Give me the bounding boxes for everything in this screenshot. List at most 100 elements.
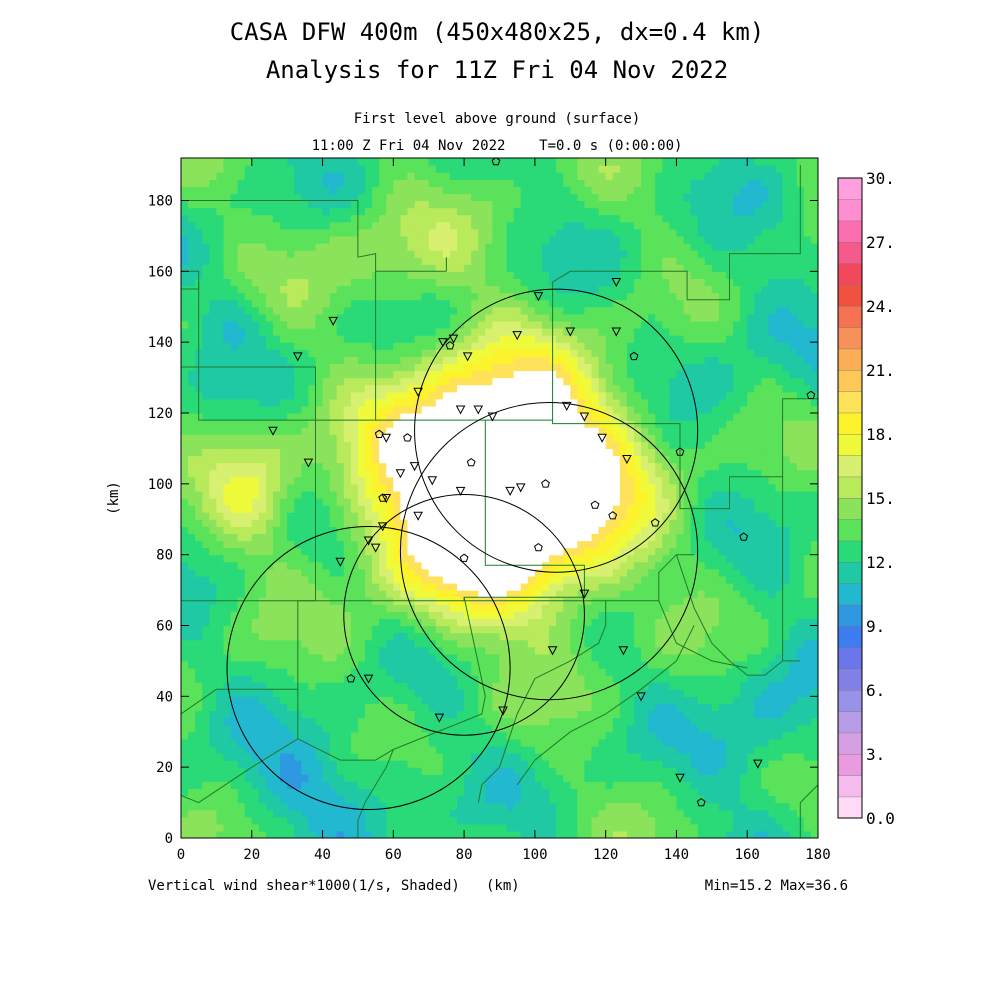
station-pentagon-marker	[541, 479, 550, 488]
colorbar-swatch	[837, 433, 863, 456]
station-triangle-marker	[512, 331, 523, 341]
colorbar-swatch	[837, 348, 863, 371]
station-triangle-marker	[381, 433, 392, 443]
station-triangle-marker	[413, 511, 423, 521]
colorbar-swatch	[837, 775, 863, 798]
station-pentagon-marker	[534, 542, 543, 552]
colorbar-label: 12.	[866, 553, 895, 572]
colorbar-swatch	[837, 796, 863, 819]
station-triangle-marker	[579, 412, 590, 422]
station-triangle-marker	[427, 476, 438, 486]
shear-field	[181, 158, 818, 838]
x-tick-label: 180	[805, 847, 830, 863]
colorbar-swatch	[837, 476, 863, 499]
station-triangle-marker	[515, 483, 526, 493]
station-triangle-marker	[363, 536, 374, 546]
colorbar-label: 30.	[866, 169, 895, 188]
county-line	[552, 398, 818, 510]
station-triangle-marker	[434, 713, 445, 723]
radar-ring	[343, 494, 585, 736]
plot-frame	[180, 157, 819, 839]
station-triangle-marker	[753, 759, 763, 769]
colorbar-swatch	[837, 497, 863, 520]
radar-ring	[414, 288, 699, 573]
station-triangle-marker	[292, 352, 303, 362]
station-triangle-marker	[547, 646, 558, 656]
radar-range-rings	[226, 288, 699, 811]
station-triangle-marker	[455, 405, 466, 415]
x-tick-label: 20	[243, 847, 260, 863]
station-triangle-marker	[618, 646, 629, 656]
county-line	[357, 749, 394, 838]
station-triangle-marker	[498, 706, 508, 716]
station-triangle-marker	[473, 405, 484, 415]
station-triangle-marker	[487, 412, 498, 422]
chart-title: CASA DFW 400m (450x480x25, dx=0.4 km)	[230, 18, 765, 46]
colorbar-swatch	[837, 625, 863, 648]
station-pentagon-marker	[378, 493, 388, 502]
colorbar-swatch	[837, 455, 863, 478]
colorbar-swatch	[837, 732, 863, 755]
station-pentagon-marker	[459, 553, 469, 562]
station-triangle-marker	[675, 773, 685, 783]
colorbar-swatch	[837, 689, 863, 712]
station-triangle-marker	[395, 469, 406, 479]
station-triangle-marker	[636, 692, 646, 702]
y-tick-label: 60	[156, 619, 173, 635]
station-triangle-marker	[622, 455, 632, 465]
station-triangle-marker	[597, 433, 607, 443]
station-triangle-marker	[448, 334, 459, 344]
y-tick-label: 100	[148, 477, 173, 493]
colorbar-swatch	[837, 753, 863, 776]
x-axis-label: (km)	[486, 878, 520, 894]
colorbar-swatch	[837, 263, 863, 286]
y-tick-label: 0	[165, 831, 173, 847]
station-triangle-marker	[409, 462, 420, 472]
radar-ring	[226, 525, 511, 811]
y-tick-label: 40	[156, 689, 173, 705]
y-tick-label: 140	[148, 335, 173, 351]
station-triangle-marker	[381, 494, 392, 504]
county-line	[477, 600, 607, 803]
station-triangle-marker	[611, 327, 622, 337]
colorbar-swatch	[837, 327, 863, 350]
x-tick-label: 60	[385, 847, 402, 863]
colorbar-swatch	[837, 369, 863, 392]
radar-ring	[399, 401, 699, 701]
station-pentagon-marker	[491, 158, 501, 166]
station-pentagon-marker	[696, 797, 706, 807]
level-label: First level above ground (surface)	[354, 111, 641, 127]
station-triangle-marker	[363, 674, 374, 684]
station-pentagon-marker	[675, 447, 685, 456]
plot-area	[181, 158, 818, 838]
colorbar-swatch	[837, 647, 863, 670]
station-markers	[268, 158, 816, 807]
colorbar-label: 27.	[866, 233, 895, 252]
colorbar-swatch	[837, 519, 863, 542]
colorbar: 30. 27. 24. 21. 18. 15. 12. 9. 6. 3. 0.0	[837, 169, 895, 828]
station-pentagon-marker	[374, 429, 384, 438]
station-triangle-marker	[413, 387, 423, 397]
county-line	[658, 600, 748, 669]
colorbar-label: 9.	[866, 617, 885, 636]
y-tick-label: 80	[156, 548, 173, 564]
colorbar-swatch	[837, 561, 863, 584]
county-line	[516, 625, 695, 786]
colorbar-swatch	[837, 391, 863, 414]
colorbar-label: 24.	[866, 297, 895, 316]
colorbar-swatch	[837, 305, 863, 328]
station-triangle-marker	[565, 327, 576, 337]
county-boundaries	[181, 165, 818, 838]
y-tick-label: 20	[156, 760, 173, 776]
colorbar-swatch	[837, 284, 863, 307]
colorbar-frame	[837, 177, 863, 819]
colorbar-swatch	[837, 604, 863, 627]
colorbar-swatch	[837, 241, 863, 264]
station-pentagon-marker	[608, 511, 618, 520]
colorbar-label: 15.	[866, 489, 895, 508]
x-tick-label: 160	[735, 847, 760, 863]
station-triangle-marker	[438, 338, 448, 348]
station-triangle-marker	[611, 277, 622, 288]
county-line	[181, 270, 316, 421]
station-triangle-marker	[303, 458, 314, 468]
